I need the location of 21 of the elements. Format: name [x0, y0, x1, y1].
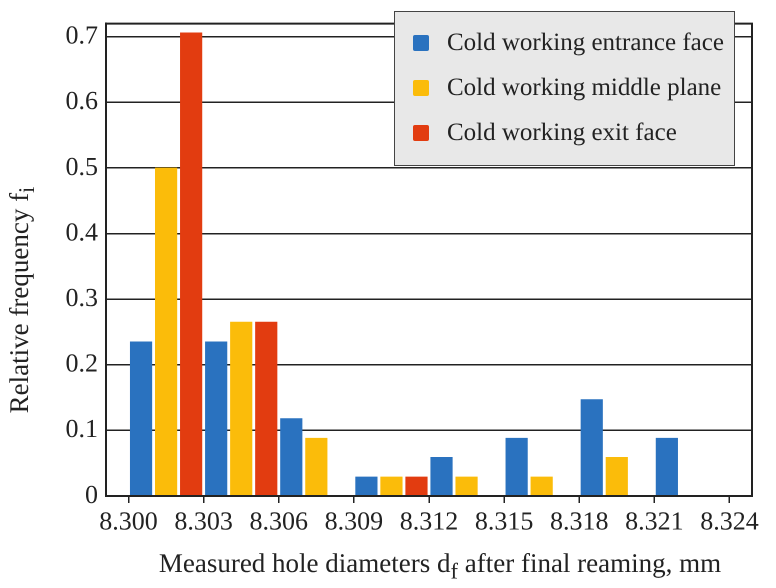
y-tick-label: 0	[85, 480, 98, 509]
y-tick-label: 0.5	[66, 152, 98, 181]
x-tick-label: 8.306	[250, 506, 308, 536]
y-tick-label: 0.7	[66, 20, 98, 50]
x-tick-label: 8.309	[324, 506, 384, 536]
x-tick-label: 8.318	[550, 506, 608, 536]
x-tick-label: 8.312	[400, 506, 458, 536]
legend-label: Cold working middle plane	[447, 74, 722, 102]
y-tick-label: 0.2	[66, 348, 98, 378]
x-tick-label: 8.321	[625, 506, 684, 536]
legend-label: Cold working entrance face	[447, 28, 724, 56]
x-tick-label: 8.303	[174, 506, 233, 536]
legend-label: Cold working exit face	[447, 118, 677, 146]
y-tick-label: 0.3	[66, 282, 98, 312]
y-tick-label: 0.1	[66, 414, 98, 444]
y-tick-label: 0.6	[66, 86, 98, 116]
x-tick-label: 8.324	[700, 506, 759, 536]
x-axis-title: Measured hole diameters d$_{f}$ after final reaming, mm	[158, 548, 722, 584]
x-tick-label: 8.300	[99, 506, 158, 536]
x-tick-label: 8.315	[474, 506, 534, 536]
y-tick-label: 0.4	[66, 217, 98, 246]
